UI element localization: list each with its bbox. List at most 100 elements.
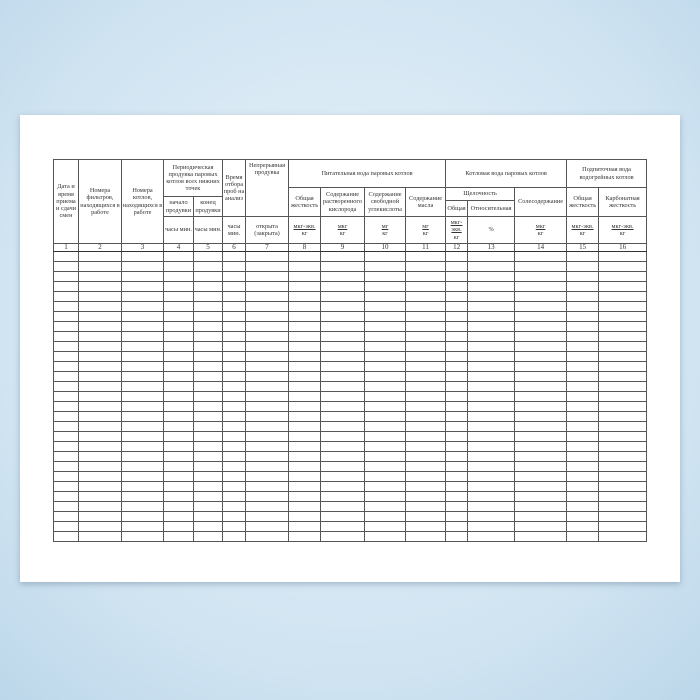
empty-cell[interactable]: [320, 361, 366, 372]
empty-cell[interactable]: [405, 411, 447, 422]
empty-cell[interactable]: [598, 391, 648, 402]
empty-cell[interactable]: [364, 311, 407, 322]
empty-cell[interactable]: [566, 521, 600, 532]
empty-cell[interactable]: [514, 511, 568, 522]
empty-cell[interactable]: [288, 321, 322, 332]
empty-cell[interactable]: [364, 461, 407, 472]
empty-cell[interactable]: [514, 251, 568, 262]
empty-cell[interactable]: [192, 341, 224, 352]
empty-cell[interactable]: [514, 401, 568, 412]
empty-cell[interactable]: [78, 291, 122, 302]
empty-cell[interactable]: [288, 351, 322, 362]
empty-cell[interactable]: [514, 481, 568, 492]
empty-cell[interactable]: [598, 251, 648, 262]
empty-cell[interactable]: [405, 481, 447, 492]
empty-cell[interactable]: [514, 301, 568, 312]
empty-cell[interactable]: [288, 261, 322, 272]
empty-cell[interactable]: [566, 421, 600, 432]
empty-cell[interactable]: [467, 431, 516, 442]
empty-cell[interactable]: [121, 441, 164, 452]
empty-cell[interactable]: [364, 431, 407, 442]
empty-cell[interactable]: [364, 391, 407, 402]
empty-cell[interactable]: [598, 311, 648, 322]
empty-cell[interactable]: [245, 271, 290, 282]
empty-cell[interactable]: [78, 391, 122, 402]
empty-cell[interactable]: [445, 511, 469, 522]
empty-cell[interactable]: [121, 431, 164, 442]
empty-cell[interactable]: [514, 451, 568, 462]
empty-cell[interactable]: [121, 391, 164, 402]
empty-cell[interactable]: [121, 271, 164, 282]
empty-cell[interactable]: [445, 281, 469, 292]
empty-cell[interactable]: [121, 351, 164, 362]
empty-cell[interactable]: [364, 351, 407, 362]
empty-cell[interactable]: [163, 251, 194, 262]
empty-cell[interactable]: [566, 461, 600, 472]
empty-cell[interactable]: [192, 251, 224, 262]
empty-cell[interactable]: [222, 361, 247, 372]
empty-cell[interactable]: [566, 491, 600, 502]
empty-cell[interactable]: [320, 481, 366, 492]
empty-cell[interactable]: [163, 381, 194, 392]
empty-cell[interactable]: [288, 371, 322, 382]
empty-cell[interactable]: [222, 291, 247, 302]
empty-cell[interactable]: [78, 491, 122, 502]
empty-cell[interactable]: [245, 491, 290, 502]
empty-cell[interactable]: [163, 451, 194, 462]
empty-cell[interactable]: [53, 461, 79, 472]
empty-cell[interactable]: [78, 281, 122, 292]
empty-cell[interactable]: [405, 461, 447, 472]
empty-cell[interactable]: [121, 411, 164, 422]
empty-cell[interactable]: [405, 431, 447, 442]
empty-cell[interactable]: [566, 291, 600, 302]
empty-cell[interactable]: [53, 271, 79, 282]
empty-cell[interactable]: [163, 321, 194, 332]
empty-cell[interactable]: [364, 451, 407, 462]
empty-cell[interactable]: [405, 451, 447, 462]
empty-cell[interactable]: [245, 511, 290, 522]
empty-cell[interactable]: [121, 301, 164, 312]
empty-cell[interactable]: [364, 511, 407, 522]
empty-cell[interactable]: [467, 451, 516, 462]
empty-cell[interactable]: [121, 501, 164, 512]
empty-cell[interactable]: [53, 361, 79, 372]
empty-cell[interactable]: [405, 371, 447, 382]
empty-cell[interactable]: [320, 421, 366, 432]
empty-cell[interactable]: [121, 341, 164, 352]
empty-cell[interactable]: [245, 461, 290, 472]
empty-cell[interactable]: [445, 431, 469, 442]
empty-cell[interactable]: [245, 371, 290, 382]
empty-cell[interactable]: [566, 371, 600, 382]
empty-cell[interactable]: [566, 451, 600, 462]
empty-cell[interactable]: [121, 511, 164, 522]
empty-cell[interactable]: [445, 321, 469, 332]
empty-cell[interactable]: [598, 341, 648, 352]
empty-cell[interactable]: [405, 281, 447, 292]
empty-cell[interactable]: [467, 351, 516, 362]
empty-cell[interactable]: [163, 271, 194, 282]
empty-cell[interactable]: [320, 531, 366, 542]
empty-cell[interactable]: [78, 511, 122, 522]
empty-cell[interactable]: [222, 301, 247, 312]
empty-cell[interactable]: [405, 441, 447, 452]
empty-cell[interactable]: [467, 291, 516, 302]
empty-cell[interactable]: [598, 501, 648, 512]
empty-cell[interactable]: [53, 301, 79, 312]
empty-cell[interactable]: [121, 421, 164, 432]
empty-cell[interactable]: [445, 341, 469, 352]
empty-cell[interactable]: [598, 521, 648, 532]
empty-cell[interactable]: [467, 261, 516, 272]
empty-cell[interactable]: [53, 291, 79, 302]
empty-cell[interactable]: [514, 431, 568, 442]
empty-cell[interactable]: [121, 381, 164, 392]
empty-cell[interactable]: [53, 511, 79, 522]
empty-cell[interactable]: [78, 451, 122, 462]
empty-cell[interactable]: [78, 271, 122, 282]
empty-cell[interactable]: [222, 451, 247, 462]
empty-cell[interactable]: [467, 341, 516, 352]
empty-cell[interactable]: [163, 491, 194, 502]
empty-cell[interactable]: [288, 361, 322, 372]
empty-cell[interactable]: [405, 321, 447, 332]
empty-cell[interactable]: [53, 331, 79, 342]
empty-cell[interactable]: [163, 371, 194, 382]
